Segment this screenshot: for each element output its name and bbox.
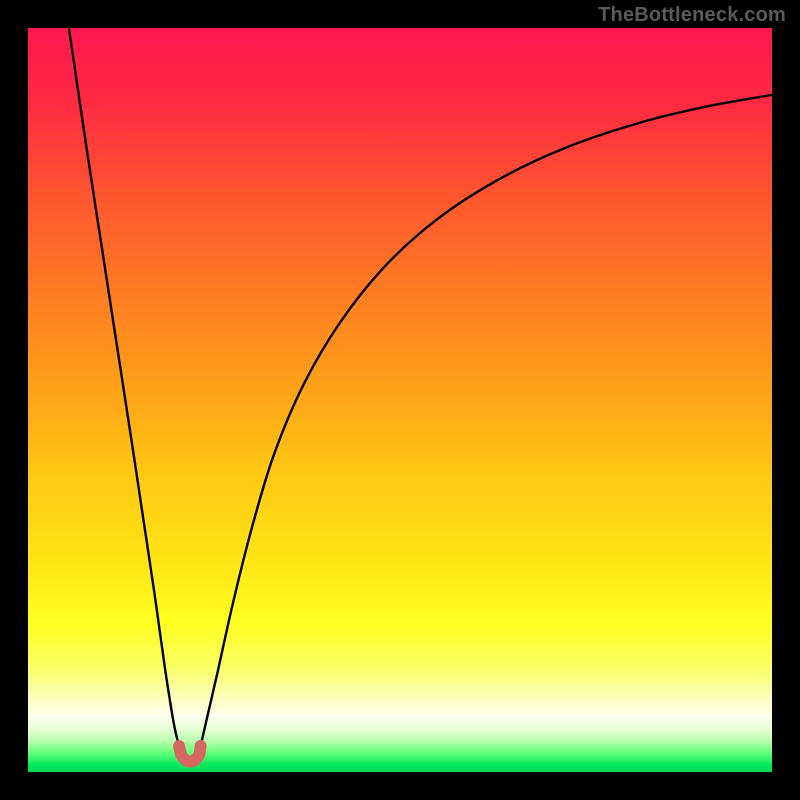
chart-container: TheBottleneck.com [0,0,800,800]
plot-area [28,28,772,772]
gradient-background [28,28,772,772]
watermark-label: TheBottleneck.com [598,4,786,27]
chart-svg [28,28,772,772]
